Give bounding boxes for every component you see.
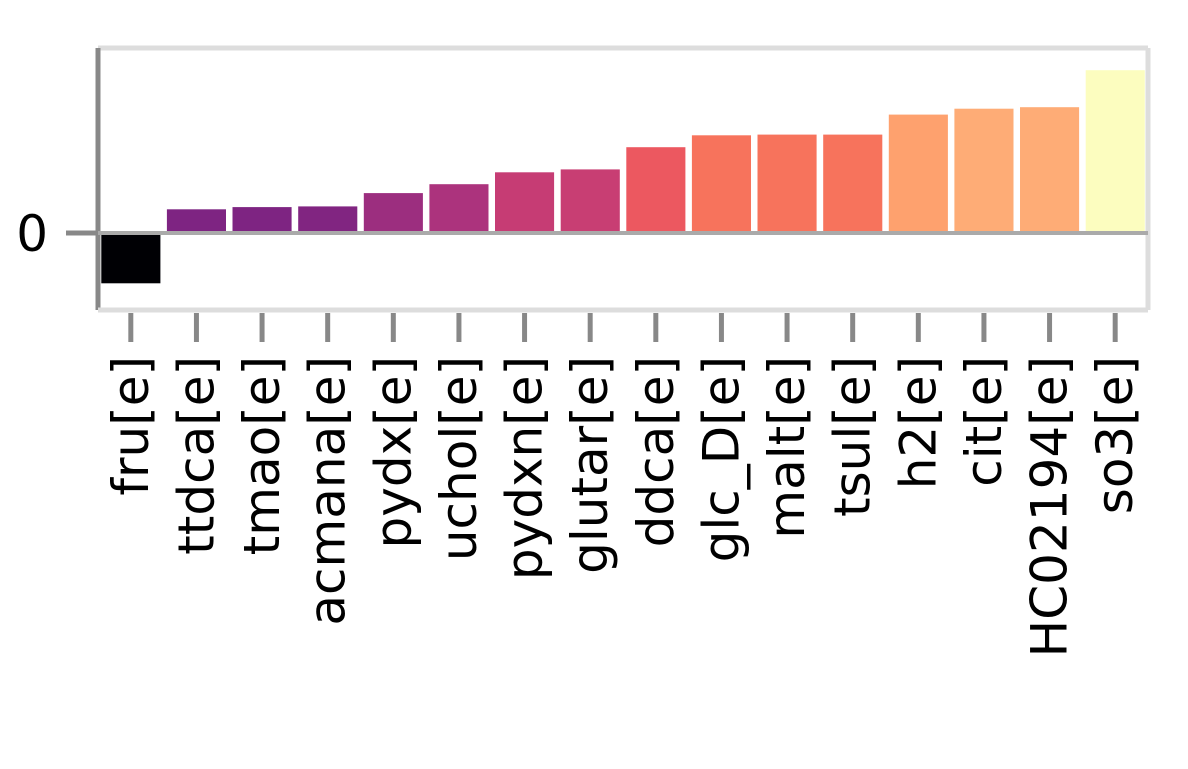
- x-tick-label-1: fru[e]: [102, 356, 160, 496]
- bar-16: [1085, 70, 1145, 233]
- bar-2: [166, 209, 226, 233]
- x-tick-label-11: malt[e]: [758, 356, 816, 539]
- bar-8: [560, 169, 620, 233]
- x-tick-label-15: HC02194[e]: [1021, 356, 1079, 657]
- x-tick-label-3: tmao[e]: [233, 356, 291, 555]
- x-tick-label-16: so3[e]: [1086, 356, 1144, 514]
- x-tick-label-7: pydxn[e]: [496, 356, 554, 580]
- bar-3: [232, 207, 292, 233]
- x-tick-label-9: ddca[e]: [627, 356, 685, 547]
- x-tick-label-6: uchol[e]: [430, 356, 488, 561]
- x-tick-label-13: h2[e]: [889, 356, 947, 489]
- x-tick-label-2: ttdca[e]: [167, 356, 225, 555]
- bar-15: [1020, 107, 1080, 233]
- x-tick-label-14: cit[e]: [955, 356, 1013, 487]
- bar-12: [823, 134, 883, 233]
- x-tick-label-12: tsul[e]: [824, 356, 882, 517]
- x-tick-label-5: pydx[e]: [364, 356, 422, 548]
- bar-10: [691, 135, 751, 233]
- x-tick-label-8: glutar[e]: [561, 356, 619, 574]
- x-tick-label-4: acmana[e]: [299, 356, 357, 626]
- bar-5: [363, 193, 423, 234]
- bar-11: [757, 134, 817, 233]
- bar-9: [626, 147, 686, 234]
- bar-7: [495, 172, 555, 233]
- bar-13: [888, 114, 948, 233]
- bar-1: [101, 233, 161, 284]
- bar-14: [954, 108, 1014, 233]
- x-tick-label-10: glc_D[e]: [692, 356, 750, 562]
- bar-4: [298, 206, 358, 233]
- bar-6: [429, 184, 489, 233]
- y-tick-label-1: 0: [16, 205, 48, 263]
